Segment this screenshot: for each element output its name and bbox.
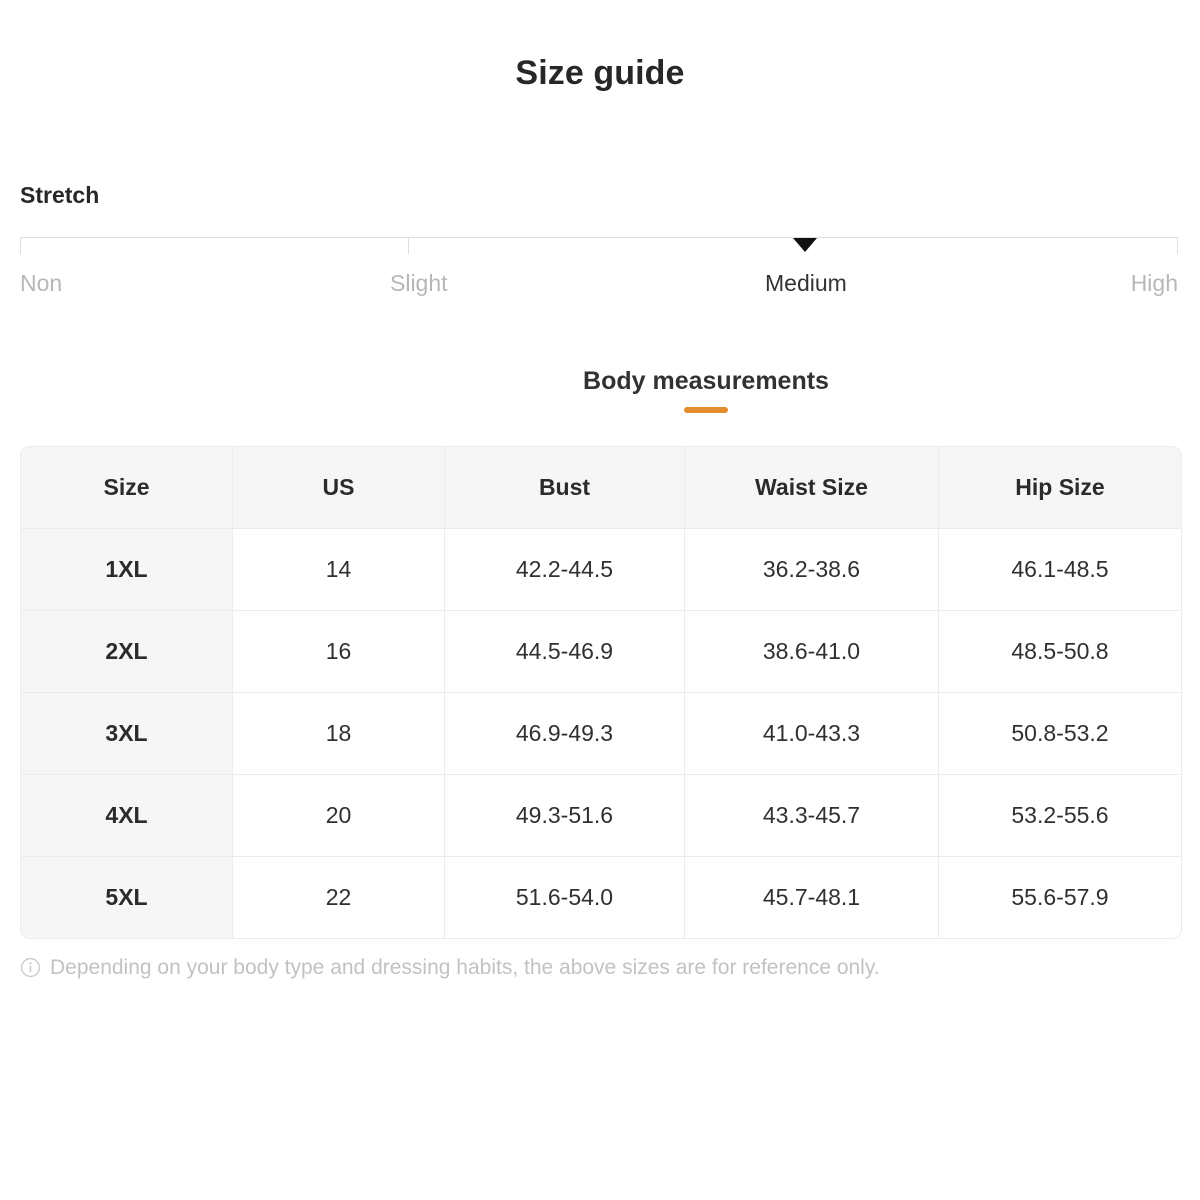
info-circle-icon [20, 958, 41, 978]
cell-hip: 46.1-48.5 [939, 529, 1181, 611]
cell-size: 3XL [21, 693, 233, 775]
footnote-text: Depending on your body type and dressing… [50, 956, 880, 979]
size-chart-table: Size US Bust Waist Size Hip Size 1XL 14 … [20, 446, 1182, 939]
cell-bust: 49.3-51.6 [445, 775, 685, 857]
scale-label-non[interactable]: Non [20, 270, 63, 296]
cell-us: 18 [233, 693, 445, 775]
page-title: Size guide [515, 54, 685, 92]
cell-size: 1XL [21, 529, 233, 611]
column-header-waist: Waist Size [685, 447, 939, 529]
scale-tick-slight [408, 237, 409, 254]
active-tab-underline [684, 407, 728, 413]
cell-us: 22 [233, 857, 445, 938]
scale-tick-non [20, 237, 21, 254]
scale-label-slight[interactable]: Slight [390, 270, 448, 296]
column-header-bust: Bust [445, 447, 685, 529]
cell-hip: 55.6-57.9 [939, 857, 1181, 938]
cell-us: 16 [233, 611, 445, 693]
scale-label-high[interactable]: High [1130, 270, 1178, 296]
cell-waist: 43.3-45.7 [685, 775, 939, 857]
scale-tick-high [1177, 237, 1178, 254]
stretch-scale[interactable]: Non Slight Medium High [20, 237, 1180, 312]
scale-label-medium[interactable]: Medium [765, 270, 847, 296]
table-header-row: Size US Bust Waist Size Hip Size [21, 447, 1181, 529]
cell-waist: 38.6-41.0 [685, 611, 939, 693]
body-measurements-title: Body measurements [583, 367, 829, 395]
column-header-us: US [233, 447, 445, 529]
scale-line [20, 237, 1178, 238]
cell-hip: 50.8-53.2 [939, 693, 1181, 775]
cell-waist: 36.2-38.6 [685, 529, 939, 611]
cell-bust: 51.6-54.0 [445, 857, 685, 938]
table-row[interactable]: 3XL 18 46.9-49.3 41.0-43.3 50.8-53.2 [21, 693, 1181, 775]
cell-hip: 53.2-55.6 [939, 775, 1181, 857]
triangle-down-icon [793, 238, 817, 252]
column-header-hip: Hip Size [939, 447, 1181, 529]
stretch-section: Stretch Non Slight Medium High [20, 182, 1180, 312]
table-row[interactable]: 2XL 16 44.5-46.9 38.6-41.0 48.5-50.8 [21, 611, 1181, 693]
cell-hip: 48.5-50.8 [939, 611, 1181, 693]
table-row[interactable]: 1XL 14 42.2-44.5 36.2-38.6 46.1-48.5 [21, 529, 1181, 611]
cell-waist: 41.0-43.3 [685, 693, 939, 775]
cell-us: 20 [233, 775, 445, 857]
body-measurements-header: Body measurements [232, 366, 1180, 413]
cell-bust: 42.2-44.5 [445, 529, 685, 611]
stretch-label: Stretch [20, 182, 100, 208]
cell-size: 5XL [21, 857, 233, 938]
cell-size: 4XL [21, 775, 233, 857]
cell-bust: 44.5-46.9 [445, 611, 685, 693]
footnote: Depending on your body type and dressing… [20, 955, 1180, 980]
cell-size: 2XL [21, 611, 233, 693]
table-row[interactable]: 5XL 22 51.6-54.0 45.7-48.1 55.6-57.9 [21, 857, 1181, 938]
column-header-size: Size [21, 447, 233, 529]
cell-us: 14 [233, 529, 445, 611]
cell-waist: 45.7-48.1 [685, 857, 939, 938]
table-row[interactable]: 4XL 20 49.3-51.6 43.3-45.7 53.2-55.6 [21, 775, 1181, 857]
scale-labels: Non Slight Medium High [20, 270, 1178, 304]
cell-bust: 46.9-49.3 [445, 693, 685, 775]
